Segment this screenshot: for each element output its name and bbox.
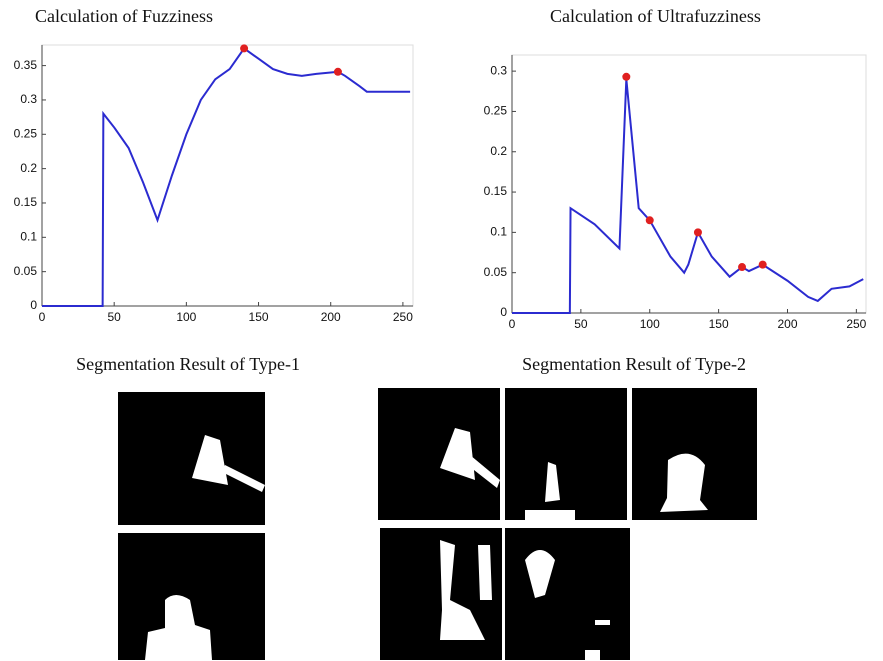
peak-marker xyxy=(758,260,767,269)
x-tick-label: 200 xyxy=(321,310,341,324)
plot-area xyxy=(511,54,867,314)
peak-marker xyxy=(693,228,702,237)
blob xyxy=(525,550,610,660)
x-tick-label: 150 xyxy=(249,310,269,324)
image xyxy=(378,388,500,520)
y-tick-label: 0 xyxy=(500,305,507,319)
blob xyxy=(192,435,265,492)
segmentation-images xyxy=(118,388,757,660)
peak-marker xyxy=(645,216,654,225)
x-tick-label: 0 xyxy=(39,310,46,324)
blob xyxy=(660,453,708,512)
y-tick-label: 0.05 xyxy=(14,264,38,278)
image xyxy=(118,392,265,525)
x-tick-label: 100 xyxy=(640,317,660,331)
caption: Segmentation Result of Type-1 xyxy=(76,354,300,374)
x-tick-label: 50 xyxy=(107,310,121,324)
x-tick-label: 250 xyxy=(393,310,413,324)
peak-marker xyxy=(622,72,631,81)
x-tick-label: 250 xyxy=(846,317,866,331)
blob xyxy=(440,428,500,488)
y-tick-label: 0.3 xyxy=(20,92,37,106)
x-tick-label: 150 xyxy=(709,317,729,331)
y-tick-label: 0.2 xyxy=(20,161,37,175)
caption: Segmentation Result of Type-2 xyxy=(522,354,746,374)
y-tick-label: 0.15 xyxy=(484,184,508,198)
x-tick-label: 50 xyxy=(574,317,588,331)
peak-marker xyxy=(738,263,747,272)
y-tick-label: 0.2 xyxy=(490,144,507,158)
y-tick-label: 0.15 xyxy=(14,195,38,209)
image xyxy=(505,388,627,520)
y-tick-label: 0.05 xyxy=(484,265,508,279)
x-tick-label: 200 xyxy=(777,317,797,331)
image xyxy=(505,528,630,660)
y-tick-label: 0.3 xyxy=(490,63,507,77)
chart-title: Calculation of Fuzziness xyxy=(35,6,213,26)
blob xyxy=(440,540,492,640)
y-tick-label: 0.25 xyxy=(14,126,38,140)
blob xyxy=(145,595,212,660)
y-tick-label: 0.1 xyxy=(20,229,37,243)
peak-marker xyxy=(333,67,342,76)
x-tick-label: 100 xyxy=(176,310,196,324)
y-tick-label: 0 xyxy=(30,298,37,312)
y-tick-label: 0.35 xyxy=(14,58,38,72)
peak-marker xyxy=(240,44,249,53)
x-tick-label: 0 xyxy=(509,317,516,331)
y-tick-label: 0.1 xyxy=(490,225,507,239)
y-tick-label: 0.25 xyxy=(484,104,508,118)
blob xyxy=(525,462,575,520)
chart-title: Calculation of Ultrafuzziness xyxy=(550,6,761,26)
